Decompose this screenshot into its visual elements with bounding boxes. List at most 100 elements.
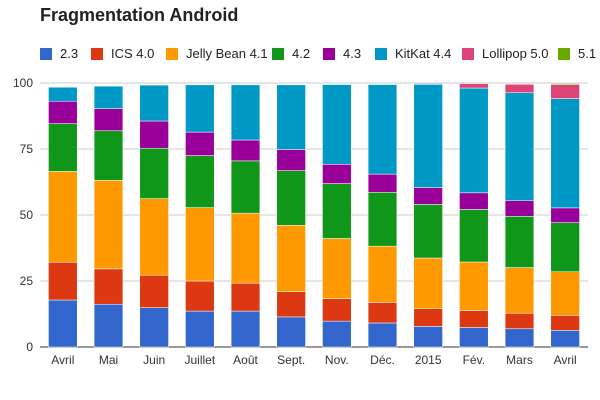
bar-segment-7-4 [367, 173, 398, 193]
bar-segment-1-2 [93, 180, 124, 270]
bar-segment-11-4 [550, 207, 580, 223]
legend-swatch-2-3 [40, 48, 52, 60]
bar-segment-0-5 [48, 86, 78, 102]
x-tick-label-6: Nov. [325, 353, 349, 367]
bar-segment-9-6 [459, 83, 489, 89]
bar-segment-6-3 [322, 183, 352, 239]
x-tick-label-7: Déc. [370, 353, 395, 367]
bar-segment-2-3 [139, 147, 169, 199]
bar-segment-9-1 [459, 310, 489, 328]
legend-label-jelly-bean-4-1: Jelly Bean 4.1 [186, 46, 268, 61]
legend-label-ics-4-0: ICS 4.0 [111, 46, 155, 61]
bar-segment-11-2 [550, 271, 580, 316]
y-tick-label-100: 100 [13, 76, 33, 90]
bar-segment-6-4 [322, 164, 352, 184]
bar-segment-7-3 [367, 192, 398, 247]
legend-label-2-3: 2.3 [60, 46, 79, 61]
bar-segment-5-2 [276, 225, 306, 292]
bar-segment-9-4 [459, 192, 489, 210]
bar-segment-2-1 [139, 274, 169, 308]
x-tick-label-2: Juin [143, 353, 165, 367]
legend-swatch-4-3 [323, 48, 335, 60]
bar-segment-2-4 [139, 120, 169, 149]
bar-segment-3-4 [185, 131, 215, 156]
bar-segment-3-3 [185, 155, 215, 208]
legend-swatch-kitkat-4-4 [375, 48, 387, 60]
bar-segment-10-0 [504, 328, 535, 348]
bar-segment-0-0 [48, 299, 78, 348]
bar-segment-1-1 [93, 268, 124, 305]
bar-segment-6-2 [322, 238, 352, 299]
legend-label-5-1: 5.1 [578, 46, 597, 61]
bar-segment-7-1 [367, 302, 398, 324]
bar-segment-5-1 [276, 291, 306, 318]
bar-segment-8-6 [413, 83, 443, 85]
bar-segment-0-2 [48, 171, 78, 263]
x-tick-label-8: 2015 [415, 353, 442, 367]
x-tick-label-1: Mai [99, 353, 118, 367]
bar-segment-11-5 [550, 98, 580, 209]
legend-label-4-3: 4.3 [343, 46, 362, 61]
bar-segment-5-0 [276, 316, 306, 348]
bar-segment-4-0 [230, 310, 261, 348]
bar-segment-8-1 [413, 308, 443, 327]
bar-segment-6-5 [322, 84, 352, 165]
bar-segment-0-4 [48, 100, 78, 124]
bar-segment-0-3 [48, 123, 78, 172]
bar-segment-11-6 [550, 84, 580, 99]
bar-segment-3-2 [185, 207, 215, 282]
bar-segment-5-4 [276, 149, 306, 171]
bar-segment-1-5 [93, 85, 124, 109]
bar-segment-11-0 [550, 330, 580, 348]
chart-title: Fragmentation Android [40, 5, 239, 25]
bar-segment-1-3 [93, 130, 124, 181]
x-tick-label-11: Avril [554, 353, 577, 367]
bar-segment-1-0 [93, 303, 124, 348]
bar-segment-4-1 [230, 282, 261, 312]
legend-swatch-4-2 [272, 48, 284, 60]
bar-segment-9-5 [459, 87, 489, 194]
legend-swatch-jelly-bean-4-1 [166, 48, 178, 60]
bar-segment-8-2 [413, 257, 443, 309]
bar-segment-6-0 [322, 320, 352, 348]
bar-segment-3-0 [185, 310, 215, 348]
bar-segment-1-4 [93, 108, 124, 132]
bar-segment-10-4 [504, 200, 535, 217]
x-tick-label-0: Avril [51, 353, 74, 367]
bar-segment-8-4 [413, 187, 443, 205]
bar-segment-4-4 [230, 139, 261, 162]
legend-swatch-5-1 [558, 48, 570, 60]
legend-swatch-lollipop-5-0 [462, 48, 474, 60]
bar-segment-10-3 [504, 216, 535, 268]
bar-segment-4-5 [230, 84, 261, 141]
legend-swatch-ics-4-0 [91, 48, 103, 60]
y-tick-label-75: 75 [20, 142, 34, 156]
bar-segment-7-5 [367, 84, 398, 175]
bar-segment-4-2 [230, 212, 261, 284]
bar-segment-2-2 [139, 198, 169, 276]
bar-segment-5-5 [276, 84, 306, 150]
bar-segment-10-5 [504, 92, 535, 201]
bar-segment-3-5 [185, 84, 215, 133]
bar-segment-11-7 [550, 83, 580, 85]
bar-segment-10-6 [504, 84, 535, 94]
bar-segment-9-3 [459, 209, 489, 263]
bar-segment-9-0 [459, 327, 489, 348]
x-tick-label-9: Fév. [463, 353, 485, 367]
bar-segment-3-1 [185, 280, 215, 312]
bar-segment-9-2 [459, 261, 489, 311]
x-tick-label-5: Sept. [277, 353, 305, 367]
bar-segment-0-1 [48, 262, 78, 301]
bar-segment-11-3 [550, 222, 580, 273]
y-tick-label-0: 0 [26, 340, 33, 354]
y-tick-label-25: 25 [20, 274, 34, 288]
bar-segment-4-3 [230, 160, 261, 214]
bar-segment-2-0 [139, 307, 169, 348]
bar-segment-2-5 [139, 84, 169, 122]
y-tick-label-50: 50 [20, 208, 34, 222]
legend-label-lollipop-5-0: Lollipop 5.0 [482, 46, 549, 61]
x-tick-label-4: Août [233, 353, 258, 367]
x-tick-label-10: Mars [506, 353, 533, 367]
